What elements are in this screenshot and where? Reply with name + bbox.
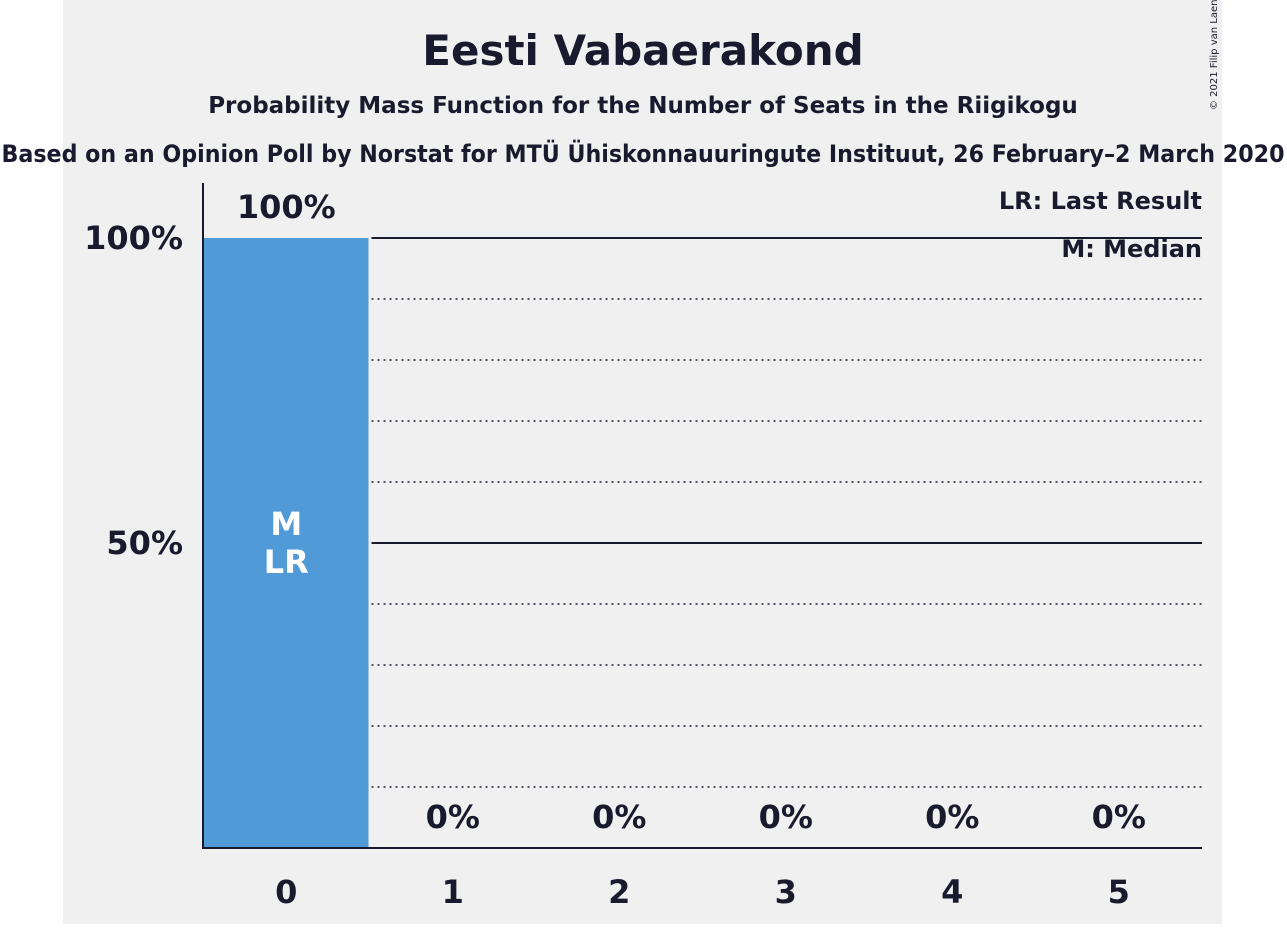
- value-label-seats-2: 0%: [592, 798, 646, 836]
- value-label-seats-0: 100%: [237, 188, 336, 226]
- x-tick-label-0: 0: [275, 873, 297, 911]
- label-layer: 100% 0 0% 1 0% 2 0% 3 0% 4 0% 5 50% 100% MLR: [84, 188, 1146, 911]
- legend-last-result: LR: Last Result: [999, 187, 1202, 215]
- value-label-seats-4: 0%: [925, 798, 979, 836]
- grid-layer: [371, 237, 1202, 788]
- chart-subtitle: Probability Mass Function for the Number…: [208, 93, 1078, 119]
- legend-median: M: Median: [1061, 235, 1202, 263]
- chart-title: Eesti Vabaerakond: [422, 26, 863, 75]
- chart-source: Based on an Opinion Poll by Norstat for …: [2, 138, 1285, 168]
- bar-marker-lr: LR: [264, 543, 309, 581]
- y-tick-label-50: 50%: [106, 524, 183, 562]
- x-tick-label-4: 4: [941, 873, 963, 911]
- x-tick-label-5: 5: [1108, 873, 1130, 911]
- bar-marker-m: M: [270, 505, 302, 543]
- x-tick-label-3: 3: [775, 873, 797, 911]
- bar-layer: [203, 238, 369, 848]
- copyright-text: © 2021 Filip van Laenen: [1209, 0, 1220, 110]
- value-label-seats-3: 0%: [759, 798, 813, 836]
- bar-seats-0: [203, 238, 369, 848]
- y-tick-label-100: 100%: [84, 219, 183, 257]
- value-label-seats-5: 0%: [1092, 798, 1146, 836]
- x-tick-label-1: 1: [442, 873, 464, 911]
- value-label-seats-1: 0%: [426, 798, 480, 836]
- axis-layer: [202, 183, 1202, 849]
- x-tick-label-2: 2: [608, 873, 630, 911]
